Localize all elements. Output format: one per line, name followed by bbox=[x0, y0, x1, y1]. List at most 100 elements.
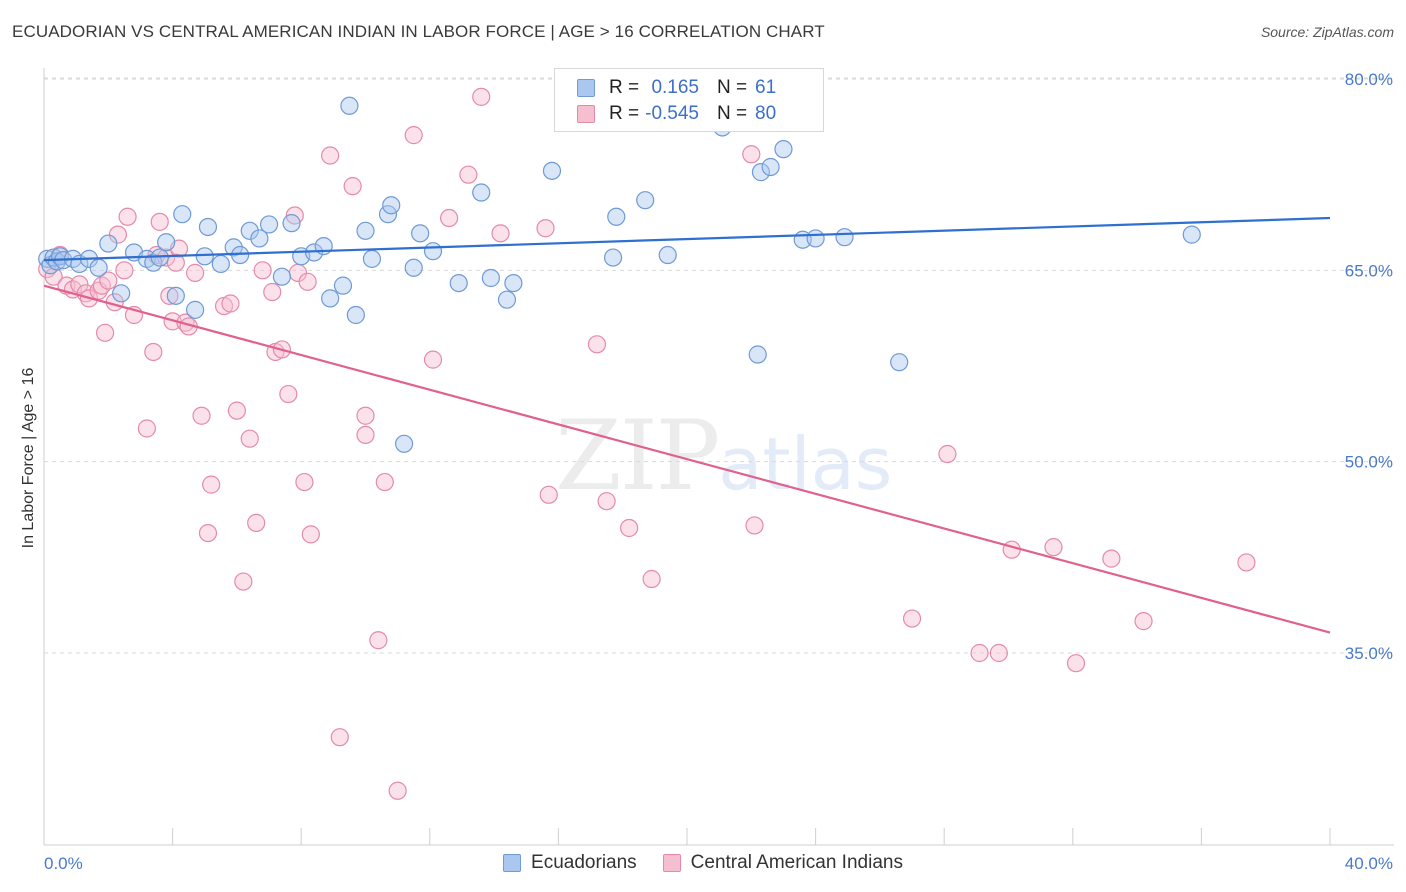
data-point-ecuadorians bbox=[404, 258, 423, 277]
data-point-central-american-indians bbox=[404, 126, 423, 145]
legend-swatch-blue bbox=[577, 79, 595, 97]
data-point-ecuadorians bbox=[542, 161, 562, 180]
data-point-ecuadorians bbox=[112, 284, 131, 303]
data-point-ecuadorians bbox=[346, 305, 365, 325]
r-value: 0.165 bbox=[651, 77, 699, 98]
data-point-central-american-indians bbox=[1066, 654, 1086, 673]
data-point-central-american-indians bbox=[343, 177, 362, 196]
data-point-central-american-indians bbox=[321, 146, 340, 165]
legend-item-ecuadorians: Ecuadorians bbox=[503, 852, 637, 874]
tick-labels: 35.0% 50.0% 65.0% 80.0% 0.0% 40.0% bbox=[44, 70, 1393, 873]
data-point-ecuadorians bbox=[99, 234, 118, 253]
watermark: ZIPatlas bbox=[555, 400, 892, 512]
data-point-central-american-indians bbox=[597, 492, 616, 511]
data-point-central-american-indians bbox=[186, 263, 205, 282]
data-point-central-american-indians bbox=[1237, 553, 1256, 572]
data-point-central-american-indians bbox=[745, 516, 764, 535]
data-point-ecuadorians bbox=[272, 267, 292, 286]
y-tick-label: 50.0% bbox=[1345, 453, 1393, 472]
data-point-central-american-indians bbox=[247, 513, 266, 532]
trendline-ecuadorians bbox=[43, 216, 1331, 262]
data-point-central-american-indians bbox=[330, 728, 349, 747]
data-point-central-american-indians bbox=[301, 525, 320, 544]
data-point-central-american-indians bbox=[240, 429, 259, 448]
data-point-central-american-indians bbox=[587, 335, 607, 354]
x-tick-label-max: 40.0% bbox=[1345, 854, 1393, 873]
data-point-ecuadorians bbox=[89, 258, 108, 277]
data-point-central-american-indians bbox=[221, 294, 240, 313]
data-point-central-american-indians bbox=[423, 350, 443, 369]
data-point-ecuadorians bbox=[504, 273, 523, 293]
data-point-ecuadorians bbox=[835, 228, 854, 247]
data-point-central-american-indians bbox=[44, 267, 63, 286]
watermark-main: ZIP bbox=[555, 400, 720, 512]
data-point-ecuadorians bbox=[748, 345, 767, 364]
data-point-central-american-indians bbox=[99, 271, 118, 290]
data-point-ecuadorians bbox=[607, 207, 626, 226]
data-point-central-american-indians bbox=[369, 631, 388, 650]
data-point-ecuadorians bbox=[250, 229, 269, 248]
data-point-central-american-indians bbox=[620, 518, 639, 538]
chart-source: Source: ZipAtlas.com bbox=[1260, 24, 1394, 40]
data-point-central-american-indians bbox=[989, 643, 1008, 663]
chart-title: ECUADORIAN VS CENTRAL AMERICAN INDIAN IN… bbox=[12, 22, 825, 41]
data-point-central-american-indians bbox=[198, 523, 218, 543]
data-point-ecuadorians bbox=[198, 217, 218, 237]
axes bbox=[43, 68, 1394, 846]
data-point-ecuadorians bbox=[806, 229, 825, 248]
y-tick-label: 35.0% bbox=[1345, 644, 1393, 663]
data-point-ecuadorians bbox=[282, 214, 301, 233]
trendlines bbox=[43, 216, 1331, 634]
n-value: 61 bbox=[755, 77, 777, 98]
data-point-ecuadorians bbox=[449, 273, 468, 293]
data-point-ecuadorians bbox=[1182, 225, 1201, 244]
data-point-ecuadorians bbox=[423, 242, 443, 261]
series-ecuadorians bbox=[38, 96, 1201, 453]
stats-legend: R = 0.165 N = 61 R = -0.545 N = 80 bbox=[554, 68, 824, 132]
data-point-central-american-indians bbox=[1134, 612, 1153, 631]
legend-swatch-pink bbox=[577, 105, 595, 123]
data-point-ecuadorians bbox=[362, 249, 382, 268]
data-point-ecuadorians bbox=[340, 96, 359, 115]
data-point-central-american-indians bbox=[234, 572, 253, 591]
data-point-central-american-indians bbox=[192, 406, 211, 425]
data-point-central-american-indians bbox=[1044, 538, 1063, 557]
stats-row-central-american-indians: R = -0.545 N = 80 bbox=[577, 101, 776, 127]
data-point-ecuadorians bbox=[173, 205, 192, 224]
data-point-central-american-indians bbox=[137, 419, 156, 438]
r-label: R = bbox=[609, 103, 640, 124]
r-label: R = bbox=[609, 77, 640, 98]
data-point-ecuadorians bbox=[472, 183, 491, 202]
data-point-central-american-indians bbox=[439, 208, 459, 228]
data-point-central-american-indians bbox=[388, 781, 407, 800]
data-point-ecuadorians bbox=[761, 157, 780, 177]
data-point-central-american-indians bbox=[295, 472, 314, 492]
r-value: -0.545 bbox=[645, 103, 699, 124]
data-point-ecuadorians bbox=[333, 276, 353, 295]
data-point-ecuadorians bbox=[321, 289, 340, 308]
data-point-central-american-indians bbox=[227, 401, 246, 420]
y-tick-label: 80.0% bbox=[1345, 70, 1393, 89]
data-point-central-american-indians bbox=[298, 272, 317, 291]
data-point-central-american-indians bbox=[459, 165, 478, 184]
data-point-central-american-indians bbox=[279, 384, 298, 404]
data-point-central-american-indians bbox=[1002, 540, 1021, 559]
data-point-central-american-indians bbox=[144, 342, 163, 362]
legend-label: Ecuadorians bbox=[531, 852, 637, 873]
data-point-ecuadorians bbox=[394, 434, 414, 453]
data-point-central-american-indians bbox=[938, 444, 957, 464]
data-point-ecuadorians bbox=[411, 224, 430, 243]
data-point-central-american-indians bbox=[742, 145, 761, 164]
n-label: N = bbox=[717, 103, 748, 124]
data-point-central-american-indians bbox=[150, 212, 169, 231]
data-point-ecuadorians bbox=[186, 300, 205, 319]
legend-label: Central American Indians bbox=[690, 852, 903, 873]
x-tick-label-min: 0.0% bbox=[44, 854, 83, 873]
data-point-ecuadorians bbox=[890, 353, 909, 372]
data-point-central-american-indians bbox=[356, 406, 375, 425]
legend-swatch-pink bbox=[662, 854, 681, 872]
data-point-central-american-indians bbox=[539, 485, 558, 504]
data-point-ecuadorians bbox=[356, 221, 375, 240]
data-point-central-american-indians bbox=[263, 282, 282, 302]
